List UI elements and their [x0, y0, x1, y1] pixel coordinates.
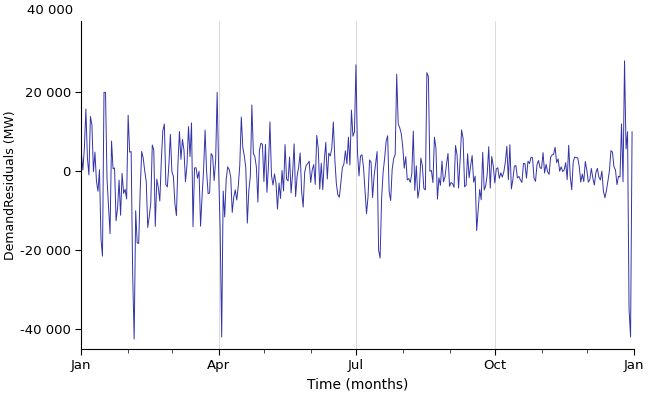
- X-axis label: Time (months): Time (months): [307, 378, 408, 392]
- Y-axis label: DemandResiduals (MW): DemandResiduals (MW): [4, 110, 17, 260]
- Text: 40 000: 40 000: [27, 4, 73, 17]
